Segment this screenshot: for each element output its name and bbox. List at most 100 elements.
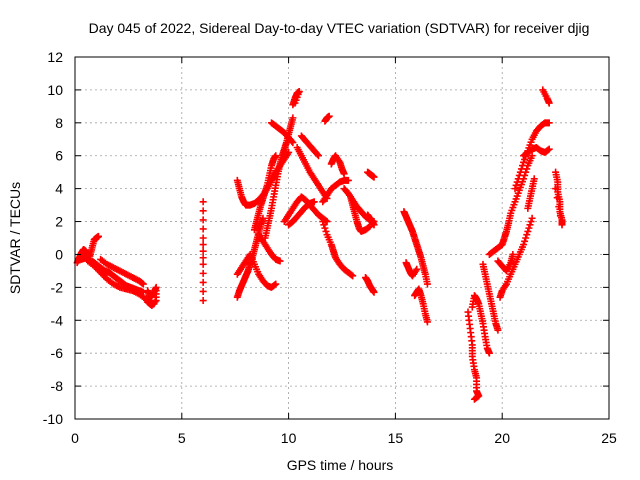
data-point	[199, 234, 207, 242]
data-point	[288, 137, 296, 145]
y-tick-label: 8	[55, 115, 63, 131]
data-point	[515, 171, 523, 179]
y-tick-label: -2	[51, 279, 64, 295]
data-point	[511, 185, 519, 193]
data-point	[555, 203, 563, 211]
plot-frame	[74, 56, 610, 420]
x-tick-label: 15	[388, 430, 404, 446]
data-point	[199, 260, 207, 268]
data-point	[516, 168, 524, 176]
data-point	[138, 279, 146, 287]
y-tick-label: -10	[43, 411, 63, 427]
y-tick-label: -6	[51, 345, 64, 361]
data-point	[518, 162, 526, 170]
data-point	[322, 217, 330, 225]
data-point	[289, 139, 297, 147]
y-tick-label: -4	[51, 312, 64, 328]
data-point	[289, 114, 297, 122]
data-point	[512, 181, 520, 189]
data-point	[320, 221, 328, 229]
data-point	[472, 394, 479, 402]
y-tick-label: -8	[51, 378, 64, 394]
data-point	[545, 99, 553, 107]
data-point	[199, 241, 207, 249]
data-point	[144, 298, 152, 306]
data-point	[509, 250, 517, 258]
data-point	[199, 216, 207, 224]
data-point	[315, 152, 323, 160]
data-point	[199, 278, 207, 286]
y-tick-label: 12	[47, 49, 63, 65]
data-point	[370, 221, 378, 229]
data-point	[413, 265, 421, 273]
data-point	[523, 231, 531, 239]
data-point	[272, 152, 280, 160]
y-tick-label: 2	[55, 214, 63, 230]
data-point	[553, 194, 561, 202]
data-point	[271, 281, 279, 289]
x-tick-label: 25	[601, 430, 617, 446]
axis-ticks	[74, 56, 610, 420]
data-point	[528, 152, 536, 160]
data-point	[522, 234, 530, 242]
x-axis-label: GPS time / hours	[287, 457, 394, 473]
data-point	[199, 254, 207, 262]
y-tick-label: 0	[55, 246, 63, 262]
data-point	[423, 280, 431, 288]
data-point	[94, 232, 102, 240]
data-point	[344, 176, 352, 184]
data-points	[73, 86, 566, 403]
chart-title: Day 045 of 2022, Sidereal Day-to-day VTE…	[89, 20, 590, 36]
data-point	[272, 280, 280, 288]
data-point	[494, 326, 502, 334]
data-point	[366, 222, 374, 230]
x-tick-label: 20	[494, 430, 510, 446]
y-axis-label: SDTVAR / TECUs	[7, 182, 23, 294]
data-point	[370, 288, 378, 296]
y-tick-label: 10	[47, 82, 63, 98]
data-point	[145, 299, 153, 307]
data-point	[513, 178, 521, 186]
data-point	[310, 198, 318, 206]
data-point	[199, 225, 207, 233]
data-point	[552, 185, 560, 193]
data-point	[365, 223, 373, 231]
x-tick-label: 0	[71, 430, 79, 446]
data-point	[340, 170, 348, 178]
data-point	[514, 175, 522, 183]
data-point	[470, 395, 478, 403]
y-tick-labels: -10 -8 -6 -4 -2 0 2 4 6 8 10 12	[43, 49, 63, 427]
x-tick-labels: 0 5 10 15 20 25	[71, 430, 617, 446]
data-point	[558, 221, 566, 229]
data-point	[259, 214, 267, 222]
data-point	[276, 257, 284, 265]
data-point	[517, 165, 525, 173]
data-point	[199, 198, 207, 206]
data-point	[349, 272, 357, 280]
data-point	[524, 227, 532, 235]
data-point	[527, 218, 535, 226]
data-point	[521, 237, 529, 245]
data-point	[199, 207, 207, 215]
data-point	[545, 119, 553, 127]
data-point	[545, 145, 553, 153]
y-tick-label: 6	[55, 148, 63, 164]
data-point	[544, 146, 552, 154]
x-tick-label: 5	[178, 430, 186, 446]
data-point	[199, 247, 207, 255]
data-point	[321, 224, 329, 232]
data-point	[199, 287, 207, 295]
data-point	[313, 150, 321, 158]
x-tick-label: 10	[281, 430, 297, 446]
data-point	[322, 227, 330, 235]
data-point	[199, 269, 207, 277]
data-point	[528, 214, 536, 222]
data-point	[319, 218, 327, 226]
data-point	[199, 297, 207, 305]
data-point	[291, 99, 299, 107]
data-point	[370, 173, 378, 181]
y-tick-label: 4	[55, 181, 63, 197]
data-point	[139, 280, 147, 288]
data-point	[525, 224, 533, 232]
